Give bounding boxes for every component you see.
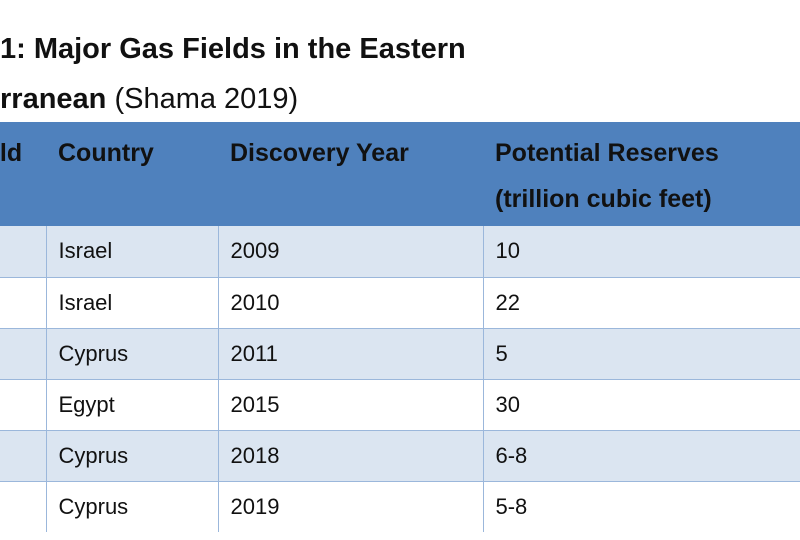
caption-line-1: 1: Major Gas Fields in the Eastern [0, 24, 800, 74]
cell-field: e [0, 328, 47, 380]
cell-reserves: 22 [483, 277, 800, 329]
table-row: Cyprus 2019 5-8 [0, 481, 800, 532]
cell-country: Cyprus [46, 430, 219, 482]
cell-discovery-year: 2015 [218, 379, 484, 431]
cell-discovery-year: 2009 [218, 226, 484, 278]
cell-reserves: 30 [483, 379, 800, 431]
cell-discovery-year: 2019 [218, 481, 484, 532]
caption-line-2: rranean (Shama 2019) [0, 74, 800, 124]
gas-fields-table-container: eld Country Discovery Year Potential Res… [0, 122, 800, 532]
cell-field: n [0, 277, 47, 329]
table-row: Egypt 2015 30 [0, 379, 800, 431]
table-caption: 1: Major Gas Fields in the Eastern rrane… [0, 24, 800, 124]
caption-source: (Shama 2019) [106, 83, 299, 115]
header-potential-reserves-unit: (trillion cubic feet) [495, 185, 712, 213]
table-row: e Cyprus 2011 5 [0, 328, 800, 380]
header-potential-reserves: Potential Reserves (trillion cubic feet) [483, 122, 800, 226]
header-discovery-year: Discovery Year [218, 122, 483, 226]
header-potential-reserves-label: Potential Reserves [495, 139, 719, 167]
header-field: eld [0, 122, 46, 226]
cell-reserves: 5-8 [483, 481, 800, 532]
cell-country: Cyprus [46, 481, 219, 532]
cell-country: Israel [46, 277, 219, 329]
cell-reserves: 5 [483, 328, 800, 380]
cell-field [0, 226, 47, 278]
table-row: Cyprus 2018 6-8 [0, 430, 800, 482]
cell-field [0, 379, 47, 431]
cell-country: Cyprus [46, 328, 219, 380]
cell-discovery-year: 2011 [218, 328, 484, 380]
table-row: n Israel 2010 22 [0, 277, 800, 329]
cell-field [0, 481, 47, 532]
cell-reserves: 6-8 [483, 430, 800, 482]
table-row: Israel 2009 10 [0, 226, 800, 278]
cell-reserves: 10 [483, 226, 800, 278]
cell-discovery-year: 2018 [218, 430, 484, 482]
table-header-row: eld Country Discovery Year Potential Res… [0, 122, 800, 226]
caption-title-part-1: 1: Major Gas Fields in the Eastern [0, 33, 466, 65]
cell-country: Egypt [46, 379, 219, 431]
cell-country: Israel [46, 226, 219, 278]
cell-discovery-year: 2010 [218, 277, 484, 329]
cell-field [0, 430, 47, 482]
gas-fields-table: eld Country Discovery Year Potential Res… [0, 122, 800, 532]
header-country: Country [46, 122, 218, 226]
caption-title-part-2: rranean [0, 83, 107, 115]
